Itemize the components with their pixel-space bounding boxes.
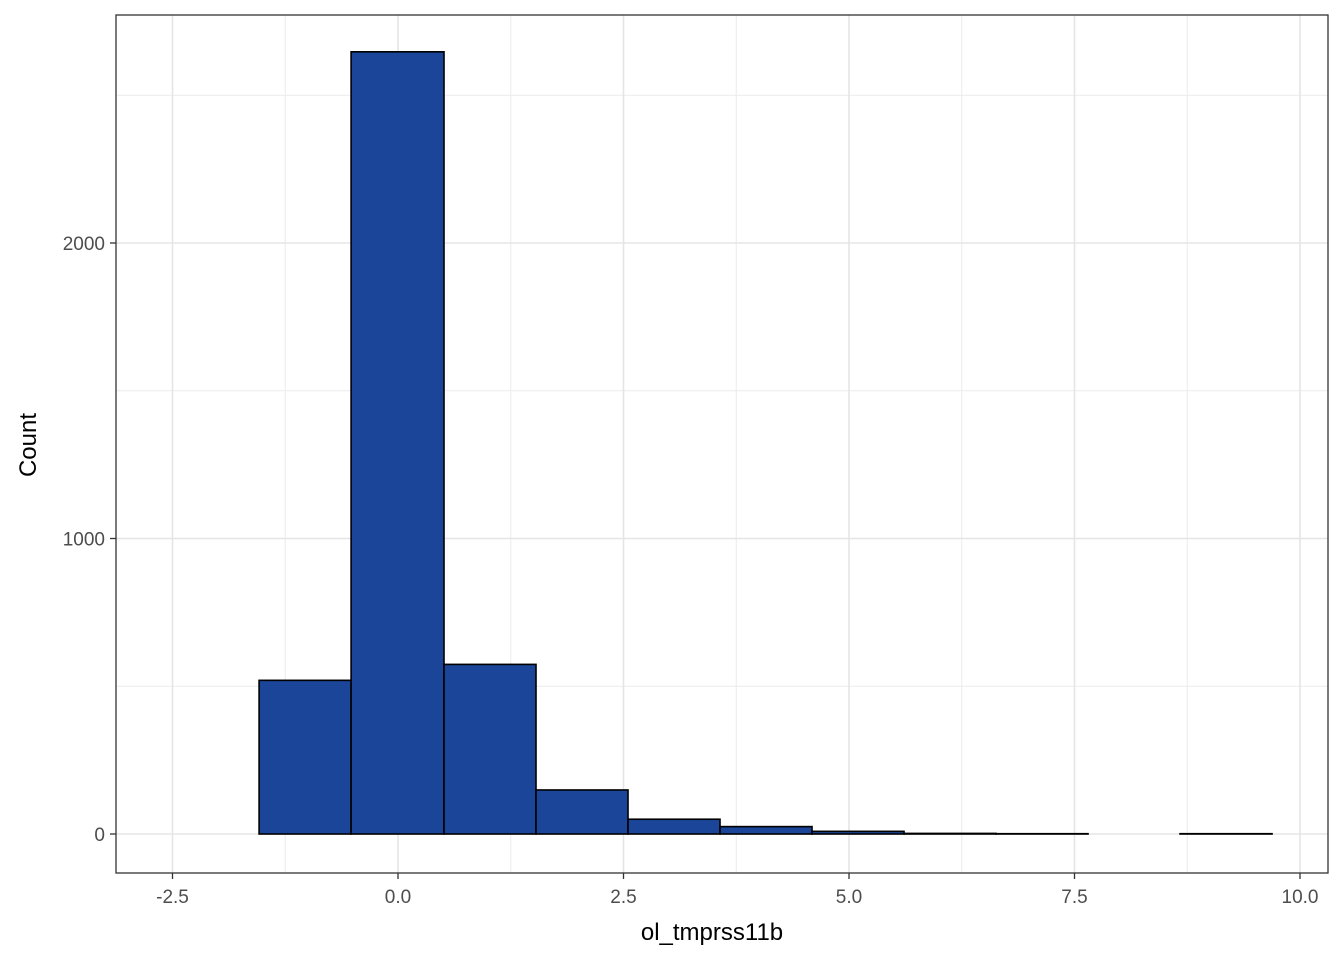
x-tick-label: 10.0 (1282, 887, 1319, 908)
histogram-bar (443, 663, 537, 835)
x-tick-label: 5.0 (836, 887, 862, 908)
histogram-bar (535, 789, 629, 835)
y-tick-label: 1000 (63, 530, 105, 551)
histogram-bar (719, 825, 813, 835)
histogram-bar (258, 679, 352, 835)
x-tick-label: -2.5 (156, 887, 189, 908)
x-axis-title: ol_tmprss11b (641, 919, 783, 946)
y-axis-ticks: 0 1000 2000 (63, 234, 116, 846)
histogram-bars (258, 51, 1273, 835)
histogram-bar (350, 51, 445, 835)
y-tick-label: 0 (94, 825, 105, 846)
x-tick-label: 2.5 (610, 887, 636, 908)
x-tick-label: 0.0 (385, 887, 411, 908)
histogram-bar (903, 832, 997, 835)
y-tick-label: 2000 (63, 234, 105, 255)
histogram-bar (627, 818, 721, 835)
x-tick-label: 7.5 (1061, 887, 1087, 908)
histogram-bar (811, 830, 905, 835)
panel-border (115, 14, 1329, 874)
x-axis-ticks: -2.5 0.0 2.5 5.0 7.5 10.0 (156, 873, 1318, 908)
y-axis-title: Count (15, 413, 42, 477)
